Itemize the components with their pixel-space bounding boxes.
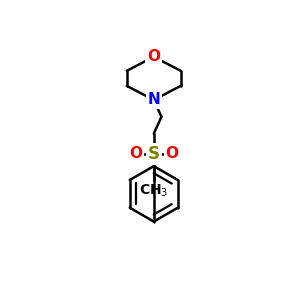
Text: O: O [147,49,160,64]
Text: CH$_3$: CH$_3$ [139,182,168,199]
Text: O: O [129,146,142,161]
Text: N: N [147,92,160,107]
Text: S: S [148,145,160,163]
Text: O: O [166,146,179,161]
